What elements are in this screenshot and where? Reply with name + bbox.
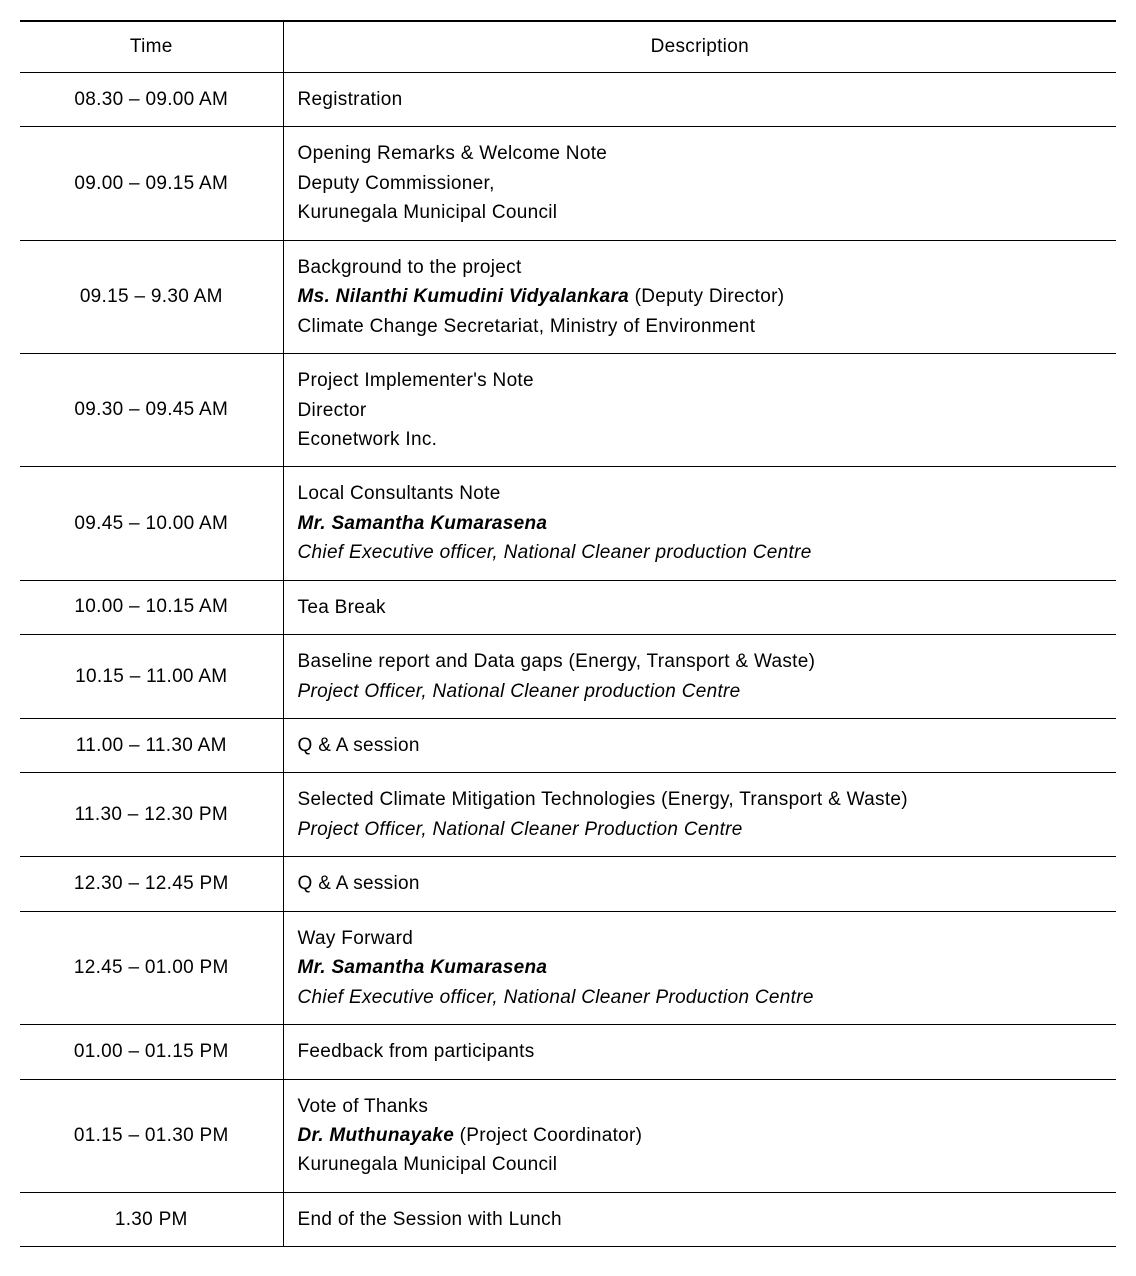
table-row: 09.30 – 09.45 AMProject Implementer's No…	[20, 354, 1116, 467]
time-cell: 01.15 – 01.30 PM	[20, 1079, 283, 1192]
table-row: 09.00 – 09.15 AMOpening Remarks & Welcom…	[20, 127, 1116, 240]
description-line: Vote of Thanks	[298, 1092, 1102, 1121]
description-line: Way Forward	[298, 924, 1102, 953]
schedule-body: 08.30 – 09.00 AM Registration 09.00 – 09.1…	[20, 73, 1116, 1247]
description-cell: Q & A session	[283, 719, 1116, 773]
table-row: 10.15 – 11.00 AM Baseline report and Data…	[20, 635, 1116, 719]
table-row: 11.00 – 11.30 AM Q & A session	[20, 719, 1116, 773]
description-line: Chief Executive officer, National Cleane…	[298, 538, 1102, 567]
table-row: 1.30 PM End of the Session with Lunch	[20, 1192, 1116, 1246]
description-line: Baseline report and Data gaps (Energy, T…	[298, 647, 1102, 676]
table-row: 10.00 – 10.15 AM Tea Break	[20, 580, 1116, 634]
time-cell: 09.30 – 09.45 AM	[20, 354, 283, 467]
description-line: Registration	[298, 85, 1102, 114]
description-cell: Registration	[283, 73, 1116, 127]
description-line: Q & A session	[298, 869, 1102, 898]
time-cell: 10.15 – 11.00 AM	[20, 635, 283, 719]
header-time: Time	[20, 21, 283, 73]
description-segment: (Deputy Director)	[629, 286, 784, 307]
description-line: Local Consultants Note	[298, 479, 1102, 508]
table-row: 12.30 – 12.45 PM Q & A session	[20, 857, 1116, 911]
description-cell: Baseline report and Data gaps (Energy, T…	[283, 635, 1116, 719]
description-line: Ms. Nilanthi Kumudini Vidyalankara (Depu…	[298, 282, 1102, 311]
description-line: Kurunegala Municipal Council	[298, 1150, 1102, 1179]
description-cell: End of the Session with Lunch	[283, 1192, 1116, 1246]
table-row: 08.30 – 09.00 AM Registration	[20, 73, 1116, 127]
description-line: Opening Remarks & Welcome Note	[298, 139, 1102, 168]
description-cell: Project Implementer's NoteDirectorEconet…	[283, 354, 1116, 467]
description-cell: Background to the projectMs. Nilanthi Ku…	[283, 240, 1116, 353]
table-row: 12.45 – 01.00 PMWay ForwardMr. Samantha …	[20, 911, 1116, 1024]
description-line: Q & A session	[298, 731, 1102, 760]
description-cell: Opening Remarks & Welcome NoteDeputy Com…	[283, 127, 1116, 240]
description-line: Econetwork Inc.	[298, 425, 1102, 454]
description-cell: Tea Break	[283, 580, 1116, 634]
table-row: 09.15 – 9.30 AMBackground to the project…	[20, 240, 1116, 353]
schedule-table: Time Description 08.30 – 09.00 AM Registr…	[20, 20, 1116, 1247]
description-cell: Local Consultants NoteMr. Samantha Kumar…	[283, 467, 1116, 580]
time-cell: 12.45 – 01.00 PM	[20, 911, 283, 1024]
time-cell: 01.00 – 01.15 PM	[20, 1025, 283, 1079]
time-cell: 09.45 – 10.00 AM	[20, 467, 283, 580]
time-cell: 08.30 – 09.00 AM	[20, 73, 283, 127]
description-line: Project Implementer's Note	[298, 366, 1102, 395]
description-line: Director	[298, 396, 1102, 425]
time-cell: 12.30 – 12.45 PM	[20, 857, 283, 911]
description-line: Project Officer, National Cleaner Produc…	[298, 815, 1102, 844]
description-line: Climate Change Secretariat, Ministry of …	[298, 312, 1102, 341]
table-header-row: Time Description	[20, 21, 1116, 73]
table-row: 11.30 – 12.30 PM Selected Climate Mitigat…	[20, 773, 1116, 857]
time-cell: 09.15 – 9.30 AM	[20, 240, 283, 353]
description-line: Mr. Samantha Kumarasena	[298, 953, 1102, 982]
table-row: 01.00 – 01.15 PM Feedback from participan…	[20, 1025, 1116, 1079]
time-cell: 11.30 – 12.30 PM	[20, 773, 283, 857]
description-line: Deputy Commissioner,	[298, 169, 1102, 198]
time-cell: 10.00 – 10.15 AM	[20, 580, 283, 634]
time-cell: 1.30 PM	[20, 1192, 283, 1246]
description-cell: Q & A session	[283, 857, 1116, 911]
description-cell: Vote of ThanksDr. Muthunayake (Project C…	[283, 1079, 1116, 1192]
time-cell: 11.00 – 11.30 AM	[20, 719, 283, 773]
time-cell: 09.00 – 09.15 AM	[20, 127, 283, 240]
description-line: Dr. Muthunayake (Project Coordinator)	[298, 1121, 1102, 1150]
description-segment: Dr. Muthunayake	[298, 1125, 455, 1146]
description-line: Kurunegala Municipal Council	[298, 198, 1102, 227]
description-line: Background to the project	[298, 253, 1102, 282]
table-row: 01.15 – 01.30 PMVote of ThanksDr. Muthun…	[20, 1079, 1116, 1192]
description-cell: Feedback from participants	[283, 1025, 1116, 1079]
header-description: Description	[283, 21, 1116, 73]
description-line: Chief Executive officer, National Cleane…	[298, 983, 1102, 1012]
description-segment: Ms. Nilanthi Kumudini Vidyalankara	[298, 286, 630, 307]
description-segment: (Project Coordinator)	[454, 1125, 642, 1146]
description-line: Selected Climate Mitigation Technologies…	[298, 785, 1102, 814]
description-line: Tea Break	[298, 593, 1102, 622]
description-line: Project Officer, National Cleaner produc…	[298, 677, 1102, 706]
description-cell: Way ForwardMr. Samantha KumarasenaChief …	[283, 911, 1116, 1024]
description-line: Feedback from participants	[298, 1037, 1102, 1066]
description-line: Mr. Samantha Kumarasena	[298, 509, 1102, 538]
description-cell: Selected Climate Mitigation Technologies…	[283, 773, 1116, 857]
table-row: 09.45 – 10.00 AMLocal Consultants NoteMr…	[20, 467, 1116, 580]
description-line: End of the Session with Lunch	[298, 1205, 1102, 1234]
